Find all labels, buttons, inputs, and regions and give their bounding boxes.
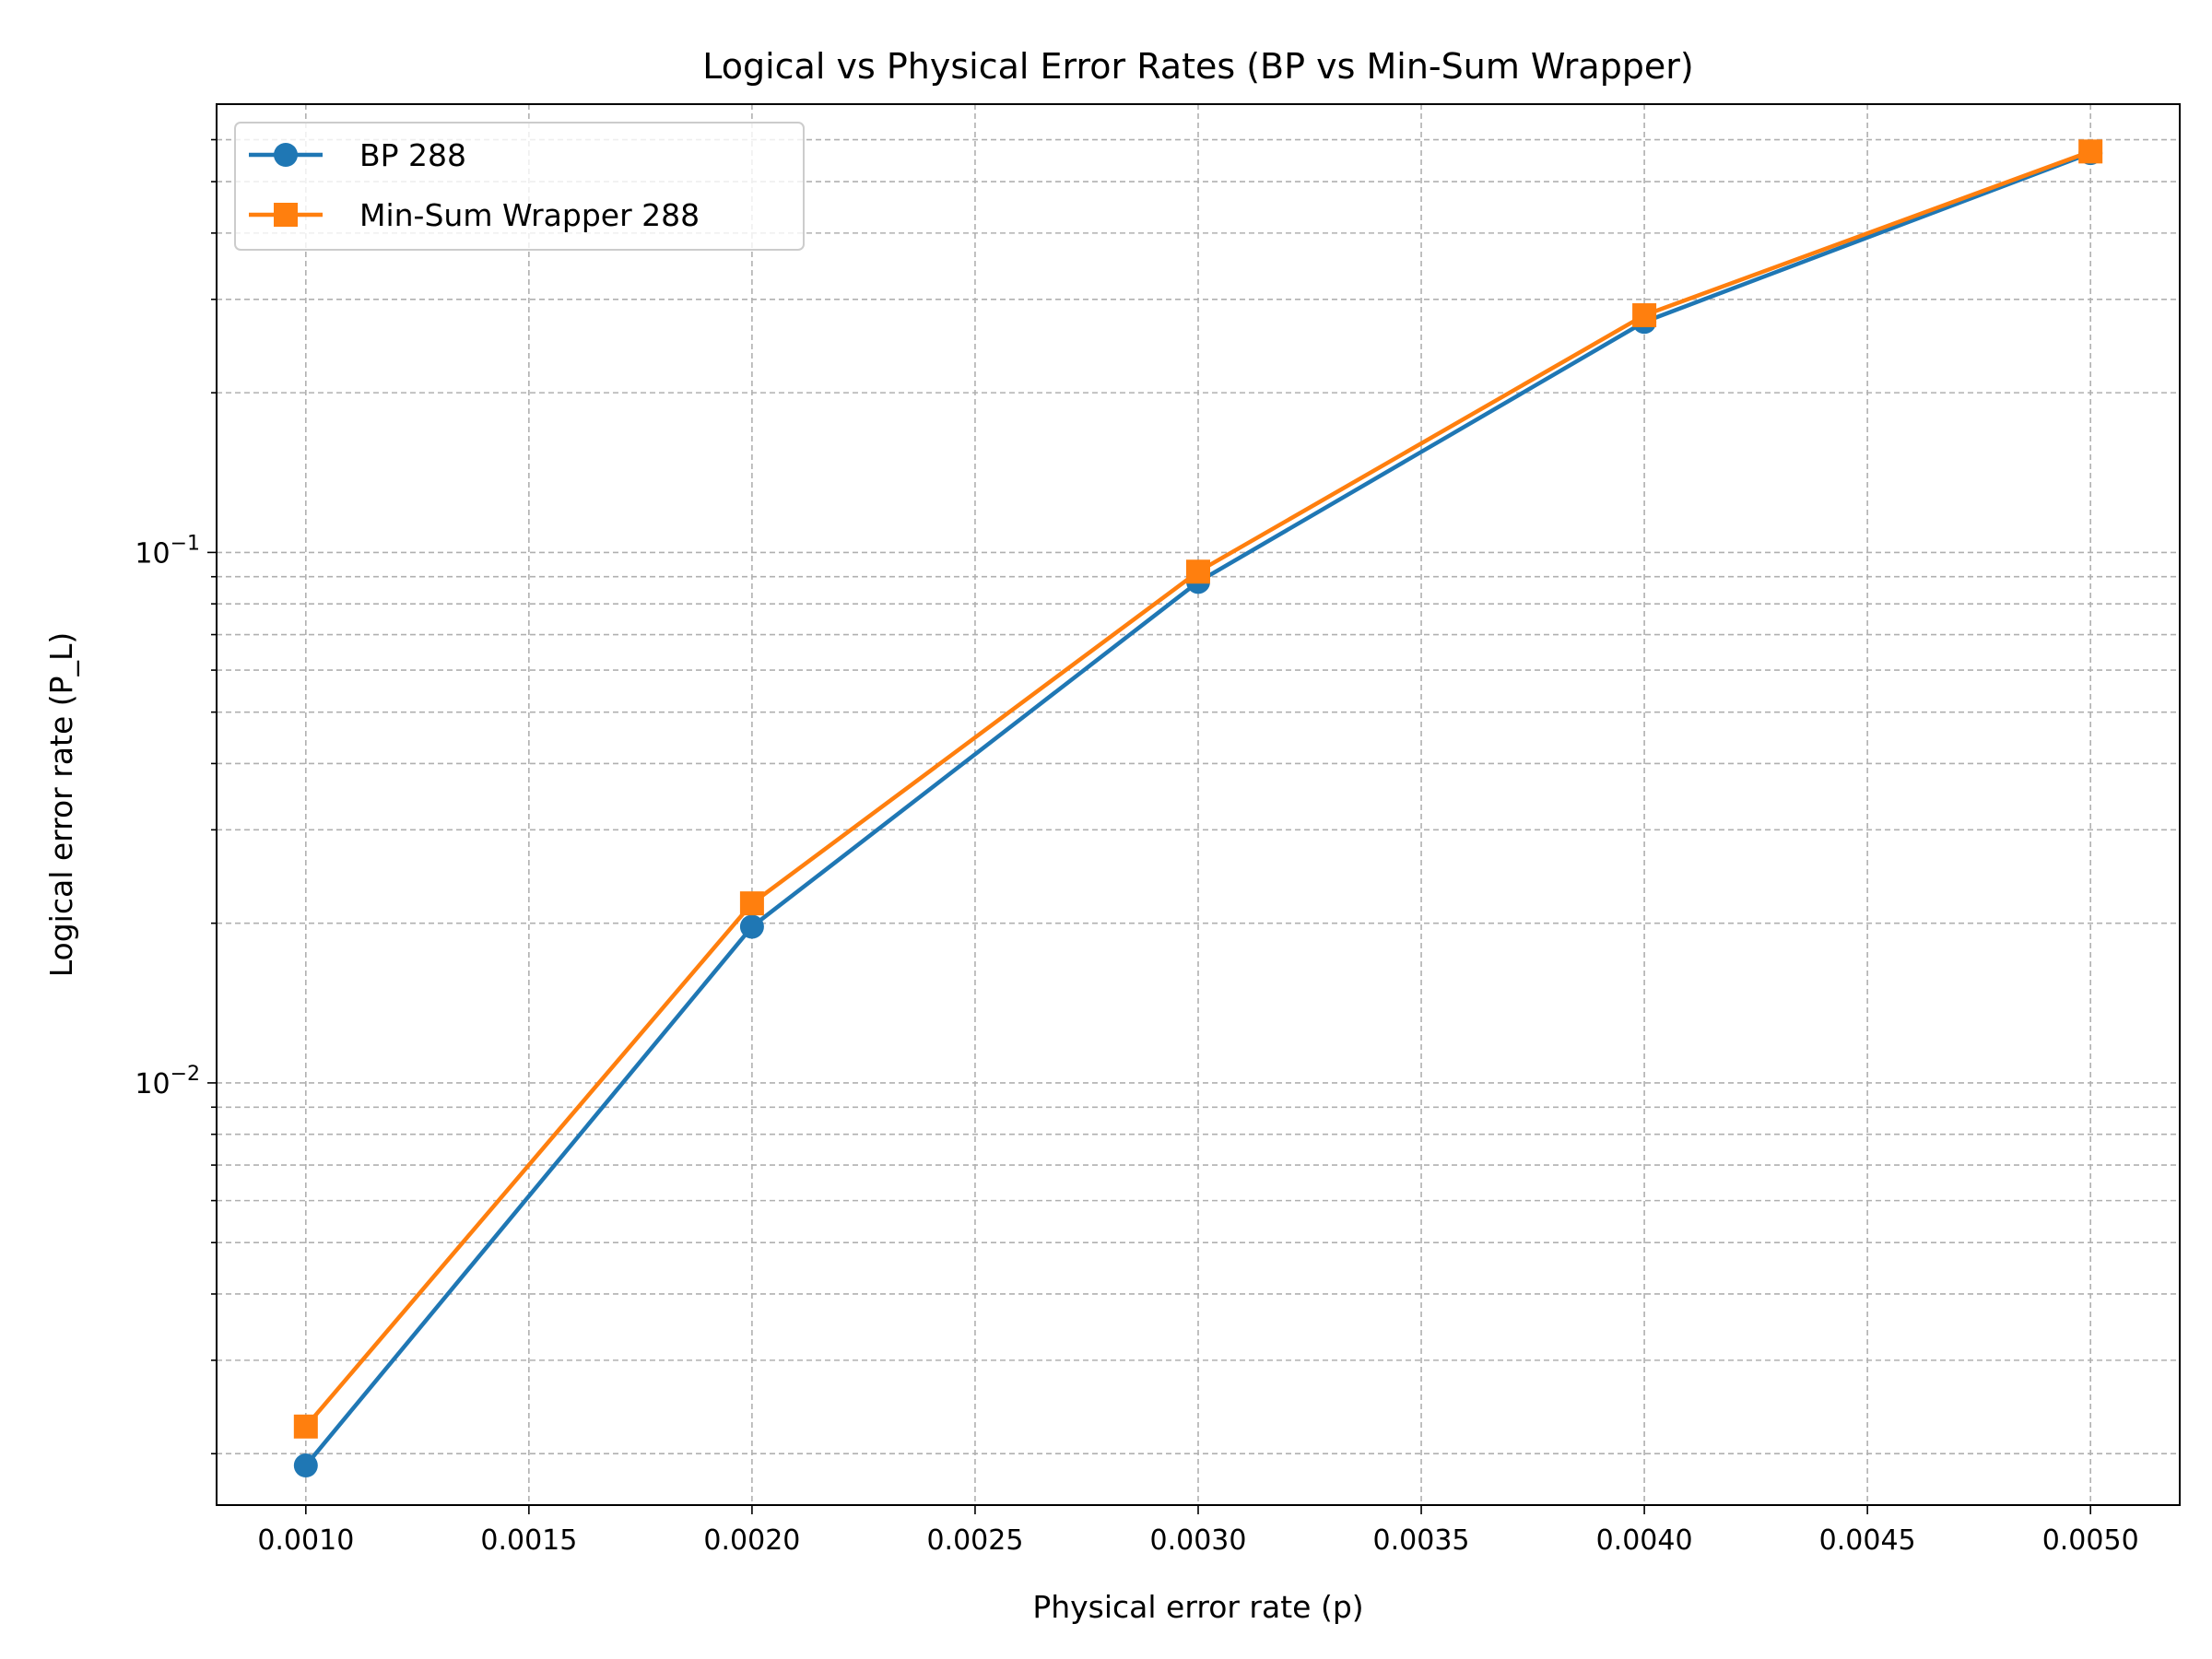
series-2-point xyxy=(2078,139,2103,164)
y-tick-label: 10−2 xyxy=(135,1063,200,1100)
y-tick-exponent: −1 xyxy=(171,532,200,555)
chart-title: Logical vs Physical Error Rates (BP vs M… xyxy=(702,46,1694,87)
series-2-point xyxy=(1632,303,1657,328)
legend-marker-2 xyxy=(274,203,298,227)
x-tick-label: 0.0025 xyxy=(926,1524,1023,1557)
series-2-point xyxy=(1186,559,1210,584)
series-1-point xyxy=(739,914,764,939)
x-tick-label: 0.0020 xyxy=(703,1524,800,1557)
grid xyxy=(217,104,2180,1505)
legend-label-1: BP 288 xyxy=(359,137,466,173)
x-tick-label: 0.0030 xyxy=(1150,1524,1247,1557)
x-tick-label: 0.0045 xyxy=(1819,1524,1916,1557)
y-tick-base: 10 xyxy=(135,537,170,570)
series-2-point xyxy=(739,891,764,916)
x-tick-label: 0.0035 xyxy=(1373,1524,1470,1557)
series-layer xyxy=(293,139,2103,1478)
legend-label-2: Min-Sum Wrapper 288 xyxy=(359,197,700,233)
legend: BP 288 Min-Sum Wrapper 288 xyxy=(234,122,805,251)
x-axis-ticks: 0.0010 0.0015 0.0020 0.0025 0.0030 0.0035 0.00… xyxy=(257,1505,2139,1557)
y-axis-ticks: 10−210−1 xyxy=(135,138,217,1455)
x-tick-label: 0.0050 xyxy=(2042,1524,2139,1557)
legend-box xyxy=(234,122,805,251)
y-tick-exponent: −2 xyxy=(171,1063,200,1086)
x-axis-label: Physical error rate (p) xyxy=(1032,1589,1363,1625)
x-tick-label: 0.0040 xyxy=(1596,1524,1693,1557)
y-axis-label: Logical error rate (P_L) xyxy=(43,632,79,978)
x-tick-label: 0.0010 xyxy=(257,1524,354,1557)
x-tick-label: 0.0015 xyxy=(480,1524,577,1557)
legend-marker-1 xyxy=(274,143,298,167)
y-tick-base: 10 xyxy=(135,1068,170,1100)
series-2-point xyxy=(293,1414,318,1439)
series-1-point xyxy=(293,1453,318,1478)
y-tick-label: 10−1 xyxy=(135,532,200,570)
